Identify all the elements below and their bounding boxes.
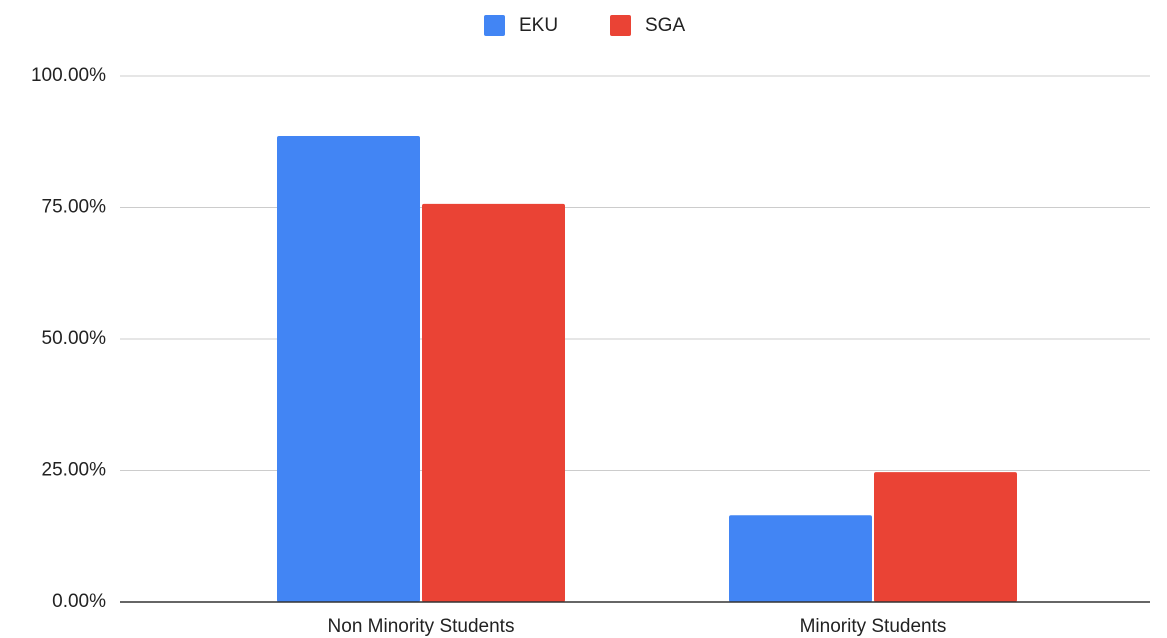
legend-label: EKU xyxy=(519,15,558,36)
bar xyxy=(874,472,1017,602)
x-tick-label: Non Minority Students xyxy=(328,616,515,637)
legend-swatch xyxy=(484,15,505,36)
bar xyxy=(729,515,872,602)
bar xyxy=(422,203,565,602)
y-tick-label: 75.00% xyxy=(42,197,107,218)
legend-label: SGA xyxy=(645,15,685,36)
y-tick-label: 25.00% xyxy=(42,460,107,481)
legend-swatch xyxy=(610,15,631,36)
y-tick-label: 50.00% xyxy=(42,328,107,349)
x-tick-label: Minority Students xyxy=(800,616,947,637)
bar xyxy=(277,135,420,603)
y-tick-label: 0.00% xyxy=(52,591,106,612)
y-tick-label: 100.00% xyxy=(31,65,106,86)
